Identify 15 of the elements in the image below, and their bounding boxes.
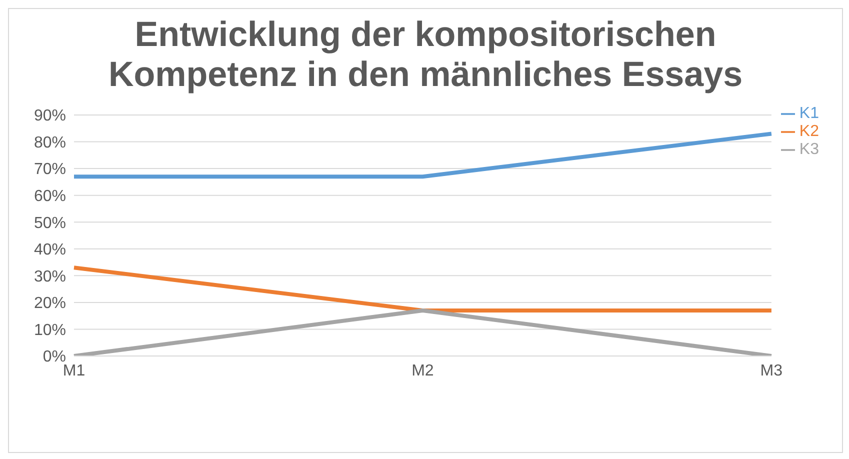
y-tick-label: 60%: [34, 188, 66, 206]
chart-title: Entwicklung der kompositorischen Kompetenz in den männliches Essays: [107, 15, 744, 95]
legend-label: K1: [799, 105, 819, 122]
y-tick-label: 90%: [34, 108, 66, 125]
y-tick-label: 80%: [34, 134, 66, 152]
legend-label: K2: [799, 123, 819, 140]
y-tick-label: 30%: [34, 268, 66, 286]
x-tick-label: M2: [412, 362, 434, 380]
y-tick-label: 20%: [34, 295, 66, 312]
y-tick-label: 70%: [34, 161, 66, 178]
x-tick-label: M3: [760, 362, 783, 380]
y-tick-label: 50%: [34, 214, 66, 232]
y-tick-label: 40%: [34, 242, 66, 259]
y-tick-label: 10%: [34, 322, 66, 339]
legend-label: K3: [799, 141, 819, 158]
